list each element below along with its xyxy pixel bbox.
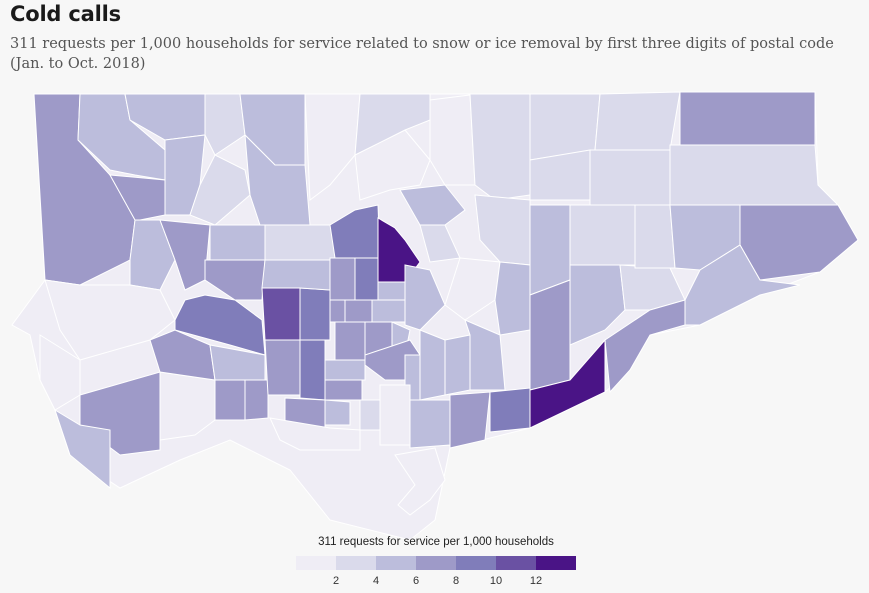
lake-islands [394,447,446,516]
legend-tick-label: 10 [489,575,503,587]
legend-tick-label: 6 [412,575,420,587]
legend-tick-label: 8 [452,575,460,587]
legend-tick-label: 4 [372,575,380,587]
legend-swatch [336,556,376,570]
legend-swatch [416,556,456,570]
postal-regions [33,91,859,490]
legend-swatch [496,556,536,570]
chart-title: Cold calls [10,2,121,26]
legend-swatch [376,556,416,570]
chart-subtitle: 311 requests per 1,000 households for se… [10,36,834,72]
legend-tick-label: 2 [332,575,340,587]
legend-title: 311 requests for service per 1,000 house… [318,536,554,548]
legend-tick-label: 12 [529,575,543,587]
legend-swatch [456,556,496,570]
legend-swatch [536,556,576,570]
legend-swatch [296,556,336,570]
